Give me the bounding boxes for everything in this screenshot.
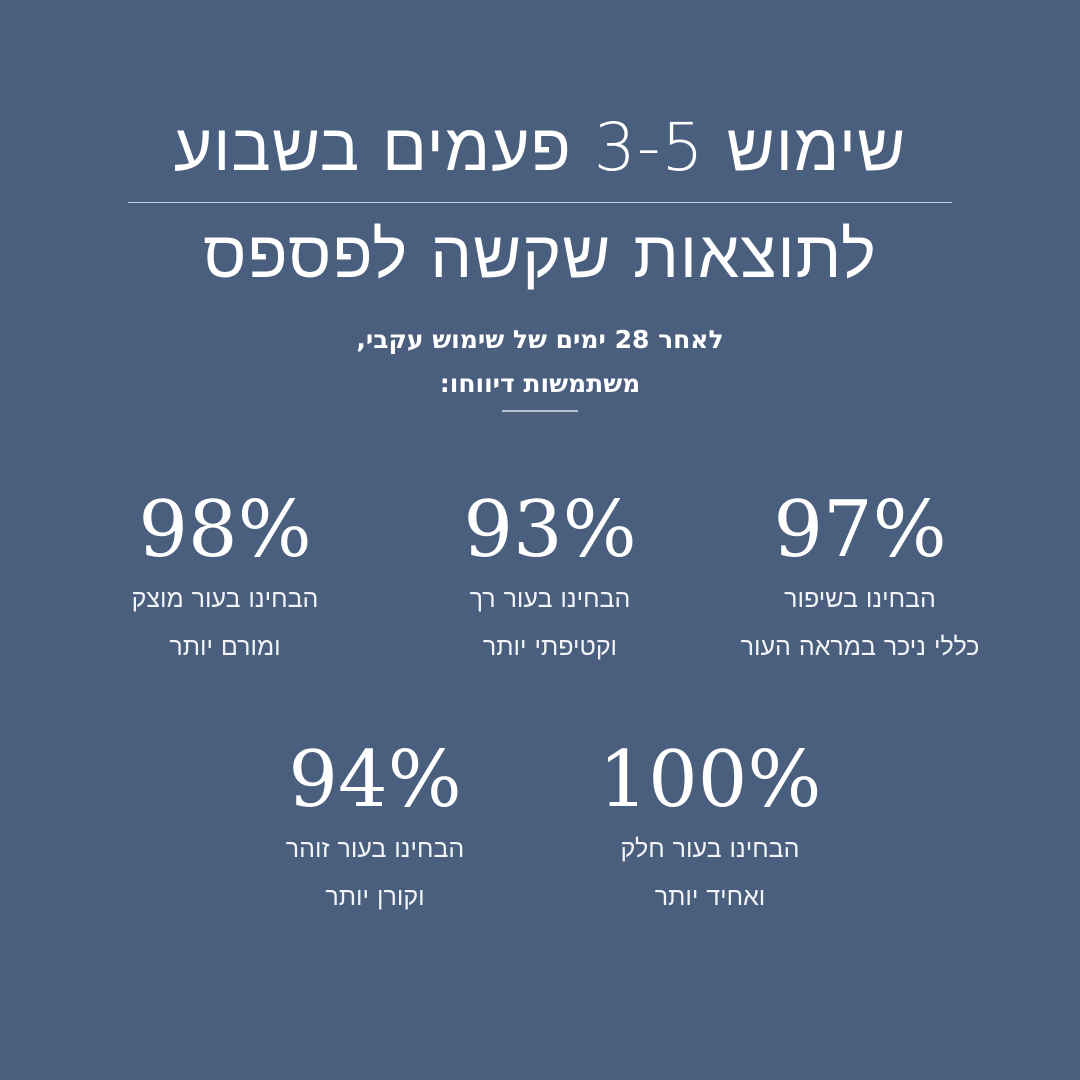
- stat-label-2: ואחיד יותר: [654, 882, 766, 911]
- stat-label-1: הבחינו בעור מוצק: [131, 584, 319, 613]
- stat-label-1: הבחינו בעור זוהר: [285, 834, 465, 863]
- subtitle-line-2: משתמשות דיווחו:: [439, 369, 641, 398]
- stat-glowing-skin: 94% הבחינו בעור זוהר וקורן יותר: [195, 735, 555, 921]
- subtitle: לאחר 28 ימים של שימוש עקבי, משתמשות דיוו…: [0, 318, 1080, 406]
- stat-value: 98%: [138, 485, 312, 575]
- title-line-1: שימוש 3-5 פעמים בשבוע: [173, 109, 907, 186]
- stat-smooth-skin: 100% הבחינו בעור חלק ואחיד יותר: [530, 735, 890, 921]
- stat-label-2: וקטיפתי יותר: [482, 632, 618, 661]
- stat-label-2: ומורם יותר: [169, 632, 281, 661]
- stat-label-1: הבחינו בעור חלק: [620, 834, 800, 863]
- stat-overall-improvement: 97% הבחינו בשיפור כללי ניכר במראה העור: [680, 485, 1040, 671]
- stat-label-2: כללי ניכר במראה העור: [740, 632, 980, 661]
- subtitle-underline: [502, 410, 578, 412]
- stat-value: 97%: [773, 485, 947, 575]
- stat-value: 94%: [288, 735, 462, 825]
- stat-value: 100%: [598, 735, 822, 825]
- stat-label-1: הבחינו בעור רך: [469, 584, 631, 613]
- stat-soft-skin: 93% הבחינו בעור רך וקטיפתי יותר: [370, 485, 730, 671]
- stat-label-2: וקורן יותר: [325, 882, 425, 911]
- stat-label-1: הבחינו בשיפור: [784, 584, 936, 613]
- subtitle-line-1: לאחר 28 ימים של שימוש עקבי,: [356, 325, 724, 354]
- title-line-2: לתוצאות שקשה לפספס: [203, 216, 877, 293]
- stat-value: 93%: [463, 485, 637, 575]
- title-divider: [128, 202, 952, 203]
- stat-firm-skin: 98% הבחינו בעור מוצק ומורם יותר: [45, 485, 405, 671]
